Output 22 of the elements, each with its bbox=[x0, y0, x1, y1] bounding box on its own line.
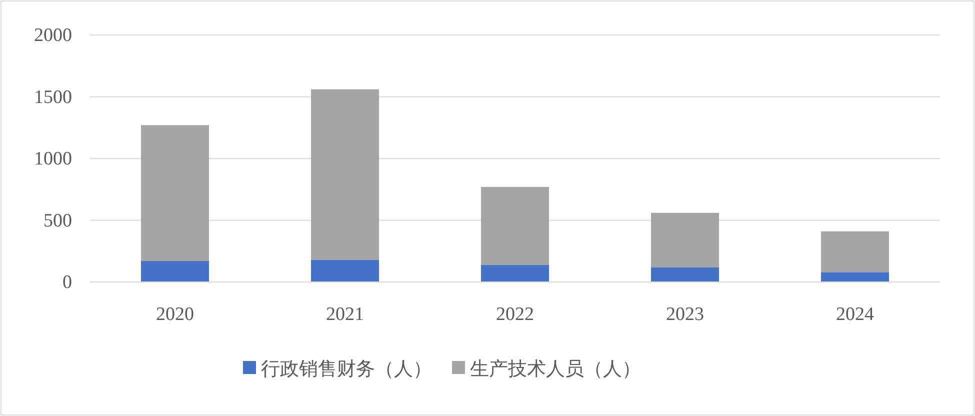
legend-label: 行政销售财务（人） bbox=[261, 359, 432, 380]
x-tick-label: 2023 bbox=[666, 304, 704, 325]
bar bbox=[481, 264, 549, 282]
y-tick-label: 2000 bbox=[34, 25, 72, 46]
y-tick-label: 1000 bbox=[34, 148, 72, 170]
bar bbox=[311, 89, 379, 260]
bar bbox=[821, 231, 889, 272]
bar bbox=[821, 272, 889, 282]
bar bbox=[651, 212, 719, 268]
y-tick-label: 1500 bbox=[34, 86, 72, 108]
bar bbox=[481, 186, 549, 265]
y-tick-label: 500 bbox=[44, 210, 72, 232]
bar bbox=[311, 260, 379, 282]
legend-label: 生产技术人员（人） bbox=[470, 359, 641, 380]
x-tick-label: 2022 bbox=[496, 304, 534, 325]
x-tick-label: 2021 bbox=[326, 304, 364, 325]
x-tick-label: 2024 bbox=[836, 304, 874, 325]
x-tick-label: 2020 bbox=[156, 304, 194, 325]
bar bbox=[141, 261, 209, 282]
y-tick-label: 0 bbox=[62, 272, 72, 293]
bar bbox=[141, 125, 209, 262]
bar bbox=[651, 267, 719, 282]
